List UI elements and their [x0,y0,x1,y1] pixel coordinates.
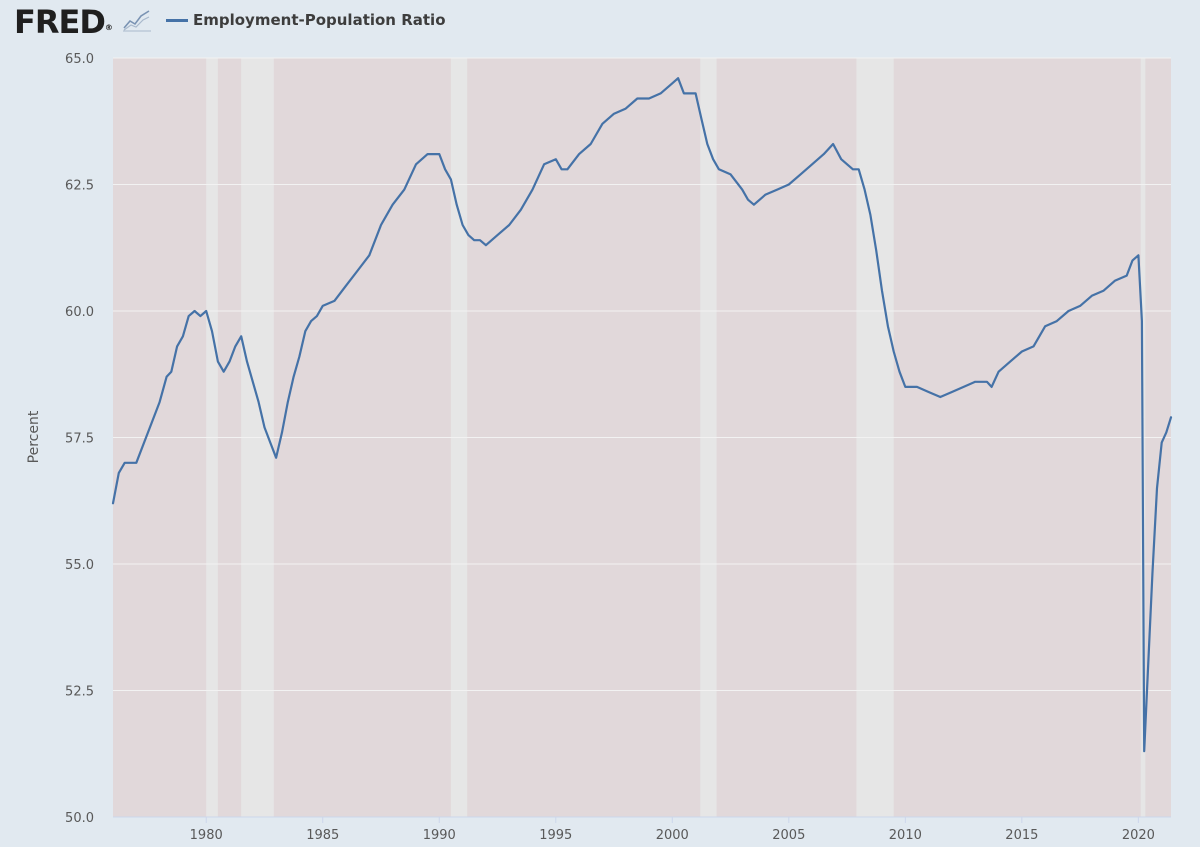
y-tick-label: 55.0 [65,558,94,573]
y-axis-title: Percent [26,410,42,463]
y-tick-label: 65.0 [65,52,94,67]
x-tick-label: 2015 [1005,828,1038,843]
x-tick-label: 2005 [772,828,805,843]
series-line-employment-population-ratio [111,77,1173,753]
y-tick-label: 52.5 [65,685,94,700]
gridlines [113,57,1171,691]
y-tick-label: 60.0 [65,305,94,320]
x-tick-label: 2020 [1122,828,1155,843]
registered-mark: ® [104,23,113,32]
x-tick-label: 1980 [190,828,223,843]
y-tick-label: 57.5 [65,432,94,447]
series-lines [111,77,1173,753]
line-graph-icon [122,8,152,32]
y-axis-ticks: 50.0 52.5 55.0 57.5 60.0 62.5 65.0 [65,52,94,826]
chart-header: FRED® Employment-Population Ratio [0,0,1200,44]
x-tick-label: 1985 [306,828,339,843]
x-tick-label: 1990 [423,828,456,843]
legend-swatch [166,19,188,22]
y-tick-label: 62.5 [65,179,94,194]
x-axis-ticks: 1980 1985 1990 1995 2000 2005 2010 2015 2020 [113,816,1171,843]
x-tick-label: 1995 [539,828,572,843]
x-tick-label: 2000 [656,828,689,843]
x-tick-label: 2010 [889,828,922,843]
fred-logo[interactable]: FRED® [14,2,113,42]
fred-logo-text: FRED [14,3,106,41]
y-tick-label: 50.0 [65,811,94,826]
legend-label: Employment-Population Ratio [193,11,446,29]
